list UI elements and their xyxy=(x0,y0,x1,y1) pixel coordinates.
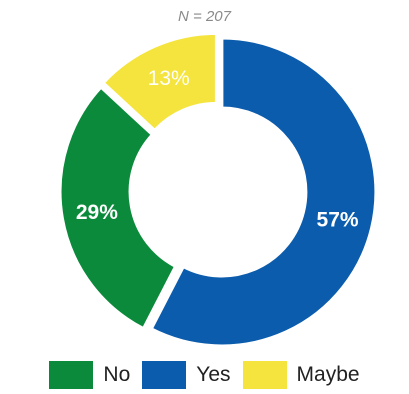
legend-item-maybe: Maybe xyxy=(242,361,360,389)
legend-swatch-maybe xyxy=(242,361,287,389)
slice-maybe xyxy=(101,31,218,133)
sample-size-label: N = 207 xyxy=(178,8,231,25)
data-label-no: 29% xyxy=(76,201,118,224)
legend-label-no: No xyxy=(103,363,131,386)
legend-item-no: No xyxy=(49,361,130,389)
legend-label-maybe: Maybe xyxy=(296,363,360,386)
data-label-yes: 57% xyxy=(317,208,359,231)
legend-item-yes: Yes xyxy=(142,361,231,389)
legend-swatch-yes xyxy=(142,361,187,389)
slice-yes xyxy=(149,36,378,348)
legend-swatch-no xyxy=(49,361,94,389)
chart-legend: No Yes Maybe xyxy=(0,361,409,389)
slice-no xyxy=(58,85,178,331)
data-label-maybe: 13% xyxy=(148,67,190,90)
legend-label-yes: Yes xyxy=(196,363,231,386)
